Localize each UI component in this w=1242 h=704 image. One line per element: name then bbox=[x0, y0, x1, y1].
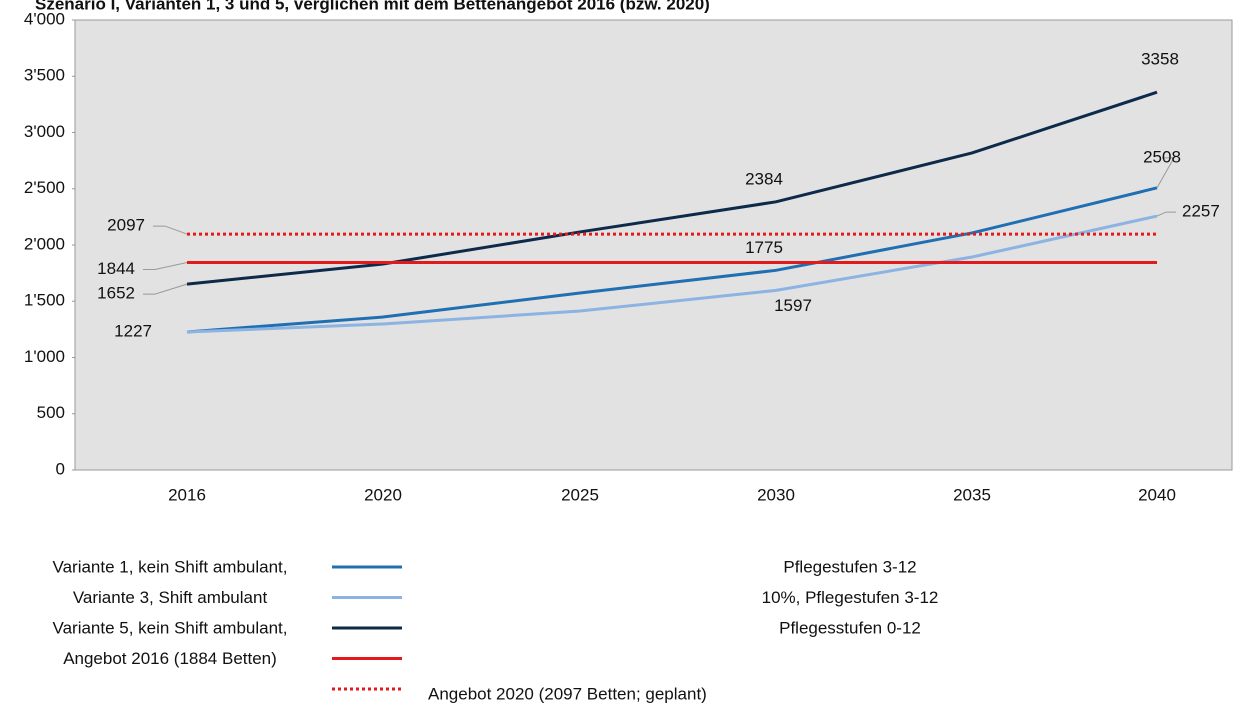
legend-label: Variante 1, kein Shift ambulant, bbox=[53, 557, 288, 576]
y-tick-label: 4'000 bbox=[24, 9, 65, 28]
data-label: 1227 bbox=[114, 321, 152, 340]
data-label: 2384 bbox=[745, 169, 783, 188]
y-tick-label: 0 bbox=[56, 459, 65, 478]
data-label: 2097 bbox=[107, 216, 145, 235]
chart-title: Szenario I, Varianten 1, 3 und 5, vergli… bbox=[35, 0, 710, 13]
x-tick-label: 2025 bbox=[561, 485, 599, 504]
line-series bbox=[186, 90, 1158, 286]
data-label: 3358 bbox=[1141, 50, 1179, 69]
x-tick-label: 2016 bbox=[168, 485, 206, 504]
legend-label: Variante 3, Shift ambulant bbox=[73, 588, 268, 607]
leader-line bbox=[143, 283, 188, 295]
legend-label: Pflegestufen 3-12 bbox=[783, 557, 916, 576]
data-label: 1652 bbox=[97, 284, 135, 303]
data-label: 1775 bbox=[745, 238, 783, 257]
y-tick-label: 1'000 bbox=[24, 347, 65, 366]
data-label: 2257 bbox=[1182, 202, 1220, 221]
data-label: 1597 bbox=[774, 296, 812, 315]
leader-line bbox=[143, 262, 188, 271]
leader-line bbox=[1156, 211, 1176, 217]
y-tick-label: 3'500 bbox=[24, 66, 65, 85]
legend-label: Angebot 2020 (2097 Betten; geplant) bbox=[428, 684, 707, 703]
x-tick-label: 2030 bbox=[757, 485, 795, 504]
x-tick-label: 2020 bbox=[364, 485, 402, 504]
legend-label: Pflegesstufen 0-12 bbox=[779, 618, 921, 637]
x-tick-label: 2035 bbox=[953, 485, 991, 504]
y-tick-label: 2'000 bbox=[24, 234, 65, 253]
line-series bbox=[186, 214, 1158, 334]
line-series bbox=[186, 186, 1158, 334]
legend-label: 10%, Pflegestufen 3-12 bbox=[762, 588, 939, 607]
leader-line bbox=[1156, 157, 1175, 189]
y-tick-label: 1'500 bbox=[24, 291, 65, 310]
y-tick-label: 500 bbox=[37, 403, 65, 422]
x-tick-label: 2040 bbox=[1138, 485, 1176, 504]
legend-label: Angebot 2016 (1884 Betten) bbox=[63, 649, 277, 668]
leader-line bbox=[153, 225, 188, 235]
y-tick-label: 3'000 bbox=[24, 122, 65, 141]
data-label: 1844 bbox=[97, 259, 135, 278]
y-tick-label: 2'500 bbox=[24, 178, 65, 197]
legend-label: Variante 5, kein Shift ambulant, bbox=[53, 618, 288, 637]
data-label: 2508 bbox=[1143, 147, 1181, 166]
plot-area bbox=[74, 19, 1233, 471]
